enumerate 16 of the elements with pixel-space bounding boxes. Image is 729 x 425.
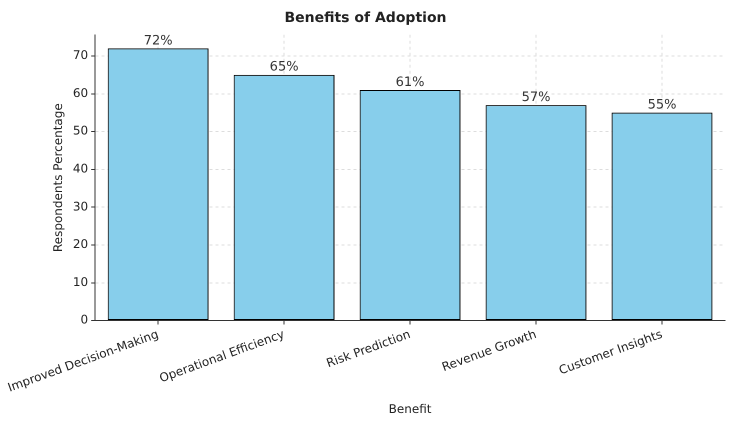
chart-title: Benefits of Adoption [284,10,447,26]
y-tick-label: 0 [80,312,88,327]
data-label: 61% [396,74,425,90]
y-axis-title: Respondents Percentage [50,103,65,252]
y-tick-label: 60 [72,86,88,100]
data-label: 57% [522,90,551,105]
x-axis-title: Benefit [388,402,432,416]
y-tick-label: 20 [72,237,88,252]
data-label: 72% [144,33,173,48]
y-tick-label: 40 [72,161,88,176]
y-tick-label: 70 [72,48,88,62]
y-tick-label: 30 [72,199,88,214]
y-tick-label: 10 [72,274,88,289]
data-label: 55% [648,98,676,113]
y-tick-label: 50 [72,124,88,138]
data-label: 65% [270,60,299,75]
